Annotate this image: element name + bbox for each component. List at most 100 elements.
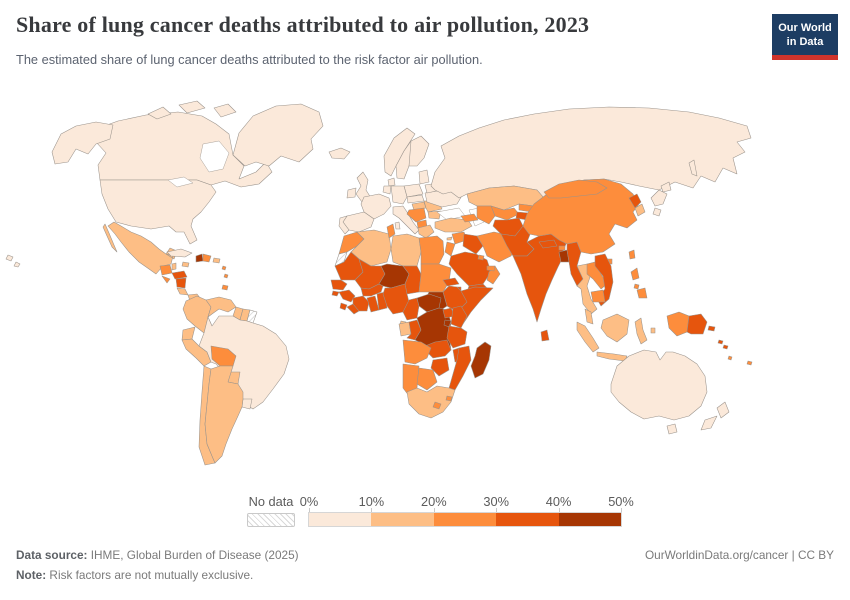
country-vanuatu[interactable] bbox=[727, 355, 733, 361]
country-caucasus[interactable] bbox=[460, 213, 479, 223]
legend-bin-30-40[interactable] bbox=[496, 513, 559, 526]
country-russia-sakhalin[interactable] bbox=[688, 159, 698, 177]
country-madagascar[interactable] bbox=[470, 341, 492, 379]
legend-bin-0-10[interactable] bbox=[309, 513, 372, 526]
country-levant[interactable] bbox=[444, 241, 456, 257]
country-libya[interactable] bbox=[390, 233, 422, 267]
country-mexico[interactable] bbox=[102, 221, 178, 275]
country-france[interactable] bbox=[360, 193, 392, 220]
country-finland[interactable] bbox=[408, 135, 430, 167]
country-sudan[interactable] bbox=[418, 263, 452, 293]
country-dominican-republic[interactable] bbox=[202, 253, 212, 263]
country-haiti[interactable] bbox=[195, 253, 204, 263]
owid-url-license[interactable]: OurWorldinData.org/cancer | CC BY bbox=[644, 548, 834, 562]
country-kenya[interactable] bbox=[450, 305, 468, 329]
legend-bin-10-20[interactable] bbox=[371, 513, 434, 526]
country-venezuela[interactable] bbox=[205, 296, 237, 318]
country-nicaragua[interactable] bbox=[175, 277, 187, 289]
country-belize[interactable] bbox=[171, 262, 177, 271]
world-choropleth-map[interactable] bbox=[0, 95, 850, 500]
country-guatemala[interactable] bbox=[159, 264, 173, 276]
country-tanzania[interactable] bbox=[446, 325, 468, 349]
country-germany[interactable] bbox=[390, 185, 408, 205]
country-uae-qatar[interactable] bbox=[486, 265, 496, 272]
country-italy-sardinia[interactable] bbox=[394, 221, 401, 230]
country-australia[interactable] bbox=[610, 349, 708, 421]
country-lesotho[interactable] bbox=[432, 401, 442, 410]
country-greece[interactable] bbox=[417, 224, 435, 239]
legend-no-data[interactable]: No data bbox=[247, 495, 295, 527]
country-south-africa[interactable] bbox=[406, 385, 456, 419]
country-cuba[interactable] bbox=[166, 248, 193, 258]
country-sri-lanka[interactable] bbox=[540, 329, 550, 342]
country-north-korea[interactable] bbox=[628, 193, 642, 209]
country-usa[interactable] bbox=[99, 179, 217, 245]
country-baltics[interactable] bbox=[418, 169, 430, 185]
country-mongolia[interactable] bbox=[543, 179, 608, 199]
country-uruguay[interactable] bbox=[241, 398, 253, 410]
country-taiwan[interactable] bbox=[628, 249, 636, 260]
country-new-zealand[interactable] bbox=[700, 401, 730, 431]
country-benelux[interactable] bbox=[382, 185, 392, 195]
country-usa-hawaii[interactable] bbox=[5, 254, 21, 268]
country-eswatini[interactable] bbox=[445, 395, 453, 402]
legend-bin-20-30[interactable] bbox=[433, 513, 497, 526]
country-south-korea[interactable] bbox=[634, 203, 646, 217]
country-angola[interactable] bbox=[402, 339, 432, 365]
country-burkina-faso[interactable] bbox=[360, 283, 384, 297]
country-guinea[interactable] bbox=[338, 289, 356, 303]
country-eritrea[interactable] bbox=[442, 277, 460, 287]
country-turkmenistan[interactable] bbox=[476, 205, 496, 225]
country-japan[interactable] bbox=[650, 181, 672, 217]
country-el-salvador[interactable] bbox=[161, 275, 171, 284]
country-australia-tasmania[interactable] bbox=[666, 423, 678, 435]
country-cambodia[interactable] bbox=[590, 289, 606, 303]
country-usa-alaska[interactable] bbox=[51, 121, 114, 165]
country-somalia[interactable] bbox=[458, 286, 494, 325]
country-egypt[interactable] bbox=[418, 235, 445, 265]
legend-no-data-swatch[interactable] bbox=[247, 513, 295, 527]
country-philippines[interactable] bbox=[630, 267, 648, 299]
country-solomon-islands[interactable] bbox=[717, 339, 729, 350]
country-papua-new-guinea[interactable] bbox=[686, 313, 708, 335]
country-portugal[interactable] bbox=[338, 215, 350, 235]
country-kuwait[interactable] bbox=[477, 254, 485, 261]
country-iceland[interactable] bbox=[328, 147, 351, 160]
country-ecuador[interactable] bbox=[181, 326, 196, 341]
country-ireland[interactable] bbox=[346, 187, 357, 199]
country-botswana[interactable] bbox=[416, 367, 438, 391]
country-jamaica[interactable] bbox=[181, 261, 190, 268]
country-trinidad[interactable] bbox=[221, 284, 229, 291]
country-greenland[interactable] bbox=[232, 103, 324, 167]
country-iraq[interactable] bbox=[462, 233, 484, 255]
country-argentina[interactable] bbox=[204, 365, 244, 464]
country-denmark[interactable] bbox=[387, 177, 396, 187]
country-nepal[interactable] bbox=[538, 239, 558, 249]
country-malaysia[interactable] bbox=[584, 308, 594, 325]
country-new-britain[interactable] bbox=[707, 325, 716, 332]
country-puerto-rico[interactable] bbox=[212, 257, 221, 264]
legend-bin-40-50[interactable] bbox=[558, 513, 622, 526]
country-fiji[interactable] bbox=[746, 360, 753, 366]
country-ghana[interactable] bbox=[366, 295, 380, 313]
country-chad[interactable] bbox=[402, 265, 422, 295]
country-cyprus[interactable] bbox=[446, 236, 453, 241]
country-indonesia-papua[interactable] bbox=[666, 311, 690, 337]
country-guinea-bissau[interactable] bbox=[331, 290, 340, 297]
country-tunisia[interactable] bbox=[386, 223, 396, 239]
country-turkey[interactable] bbox=[434, 217, 473, 233]
country-italy[interactable] bbox=[392, 205, 420, 235]
country-saudi-arabia[interactable] bbox=[448, 251, 492, 287]
country-bhutan[interactable] bbox=[558, 245, 566, 251]
country-senegal[interactable] bbox=[330, 279, 348, 291]
country-serbia-bosnia[interactable] bbox=[406, 207, 427, 223]
country-lesser-antilles[interactable] bbox=[221, 265, 229, 279]
country-zimbabwe[interactable] bbox=[430, 357, 450, 377]
country-costa-rica[interactable] bbox=[176, 287, 189, 296]
country-mozambique[interactable] bbox=[448, 345, 472, 391]
country-sierra-leone[interactable] bbox=[339, 302, 348, 311]
country-brazil[interactable] bbox=[198, 315, 290, 410]
country-vietnam[interactable] bbox=[594, 253, 614, 307]
country-honduras[interactable] bbox=[171, 270, 188, 280]
country-bulgaria[interactable] bbox=[427, 210, 442, 220]
